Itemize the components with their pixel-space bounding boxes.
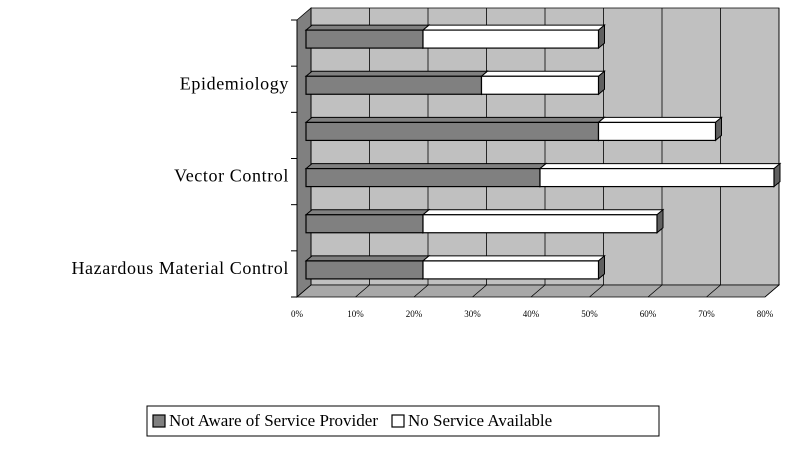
x-tick-label: 40% — [523, 309, 540, 319]
bar-top — [421, 209, 665, 216]
bar — [305, 75, 483, 95]
bar-top — [304, 255, 431, 262]
y-tick-label: Hazardous Material Control — [71, 258, 289, 278]
floor-grid-line — [706, 284, 721, 298]
floor-grid-line — [472, 284, 487, 298]
bar-top — [304, 209, 431, 216]
x-tick-label: 50% — [581, 309, 598, 319]
bar — [305, 214, 424, 234]
x-tick-label: 20% — [406, 309, 423, 319]
floor-grid-line — [764, 284, 780, 298]
floor-grid-line — [296, 284, 312, 298]
floor-grid-line — [647, 284, 663, 298]
bar — [597, 121, 717, 142]
bar — [422, 214, 658, 234]
bar-top — [304, 70, 489, 77]
bar-top — [538, 163, 782, 170]
side-wall — [296, 7, 312, 298]
bar-top — [421, 24, 606, 31]
x-tick-label: 60% — [640, 309, 657, 319]
bar — [305, 121, 600, 142]
floor-grid-line — [355, 284, 370, 298]
bar-top — [304, 24, 431, 31]
bar-top — [421, 255, 606, 262]
x-tick-label: 70% — [698, 309, 715, 319]
legend-swatch — [152, 414, 166, 428]
bar — [305, 260, 424, 280]
bar-top — [304, 163, 548, 170]
bar — [305, 29, 424, 49]
y-tick-label: Epidemiology — [180, 73, 289, 93]
x-tick-label: 10% — [347, 309, 364, 319]
x-tick-label: 30% — [464, 309, 481, 319]
y-tick-label: Vector Control — [174, 166, 289, 186]
bar-top — [304, 116, 606, 123]
bar — [539, 167, 775, 188]
bar-top — [480, 70, 606, 77]
legend-swatch — [391, 414, 405, 428]
bar — [422, 260, 600, 280]
bar — [305, 167, 541, 188]
floor-grid-line — [589, 284, 604, 298]
floor-grid-line — [413, 284, 429, 298]
x-tick-label: 80% — [757, 309, 774, 319]
x-tick-label: 0% — [291, 309, 304, 319]
floor-grid-line — [530, 284, 546, 298]
bar-top — [597, 116, 723, 123]
bar — [480, 75, 600, 95]
bar — [422, 29, 600, 49]
legend-label: No Service Available — [408, 411, 552, 430]
legend-label: Not Aware of Service Provider — [169, 411, 378, 430]
